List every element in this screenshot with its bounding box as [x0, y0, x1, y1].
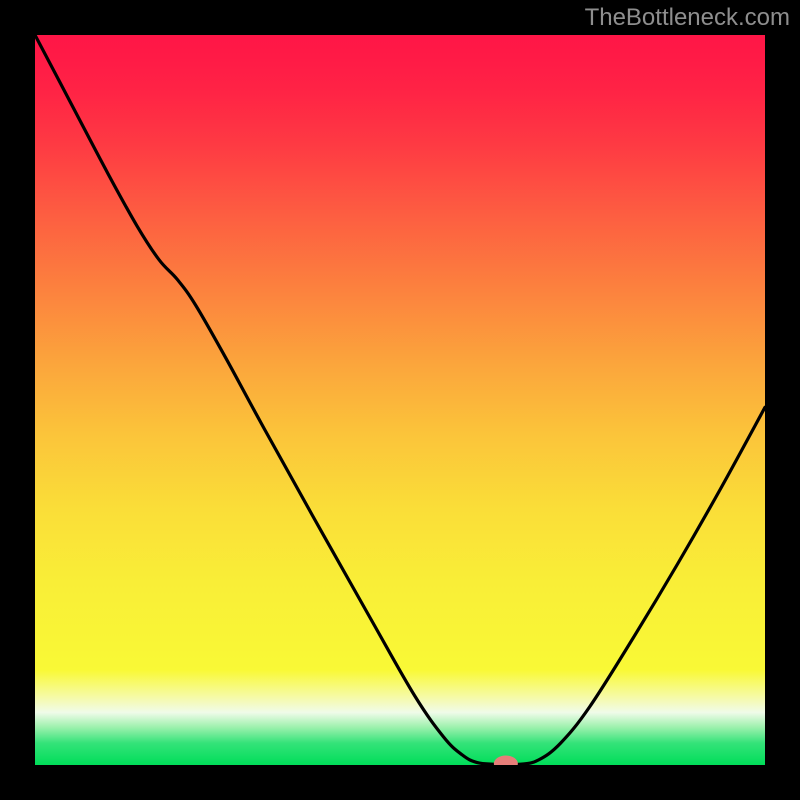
chart-svg [35, 35, 765, 765]
chart-plot-area [35, 35, 765, 765]
canvas: TheBottleneck.com [0, 0, 800, 800]
gradient-background [35, 35, 765, 765]
watermark-text: TheBottleneck.com [585, 4, 790, 32]
